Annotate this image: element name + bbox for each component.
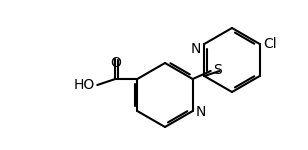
- Text: Cl: Cl: [264, 37, 277, 51]
- Text: S: S: [213, 63, 221, 77]
- Text: HO: HO: [74, 78, 95, 92]
- Text: N: N: [196, 105, 206, 119]
- Text: O: O: [110, 56, 121, 70]
- Text: N: N: [191, 42, 201, 56]
